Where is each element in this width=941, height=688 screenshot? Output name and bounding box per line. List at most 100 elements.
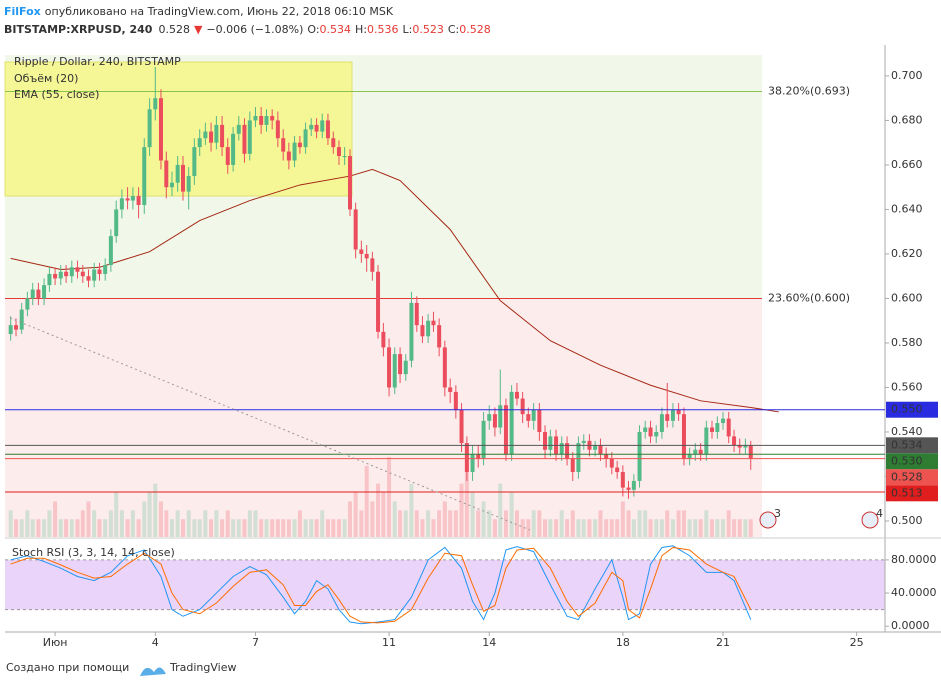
candle-body xyxy=(520,398,525,415)
candle-body xyxy=(69,267,74,277)
volume-bar xyxy=(509,492,514,537)
candle-body xyxy=(409,302,414,361)
ohlc-value: 0.536 xyxy=(367,23,399,36)
volume-bar xyxy=(698,519,703,537)
candle-body xyxy=(47,273,52,286)
volume-bar xyxy=(376,483,381,537)
last-price: 0.528 xyxy=(158,23,190,36)
candle-body xyxy=(631,480,636,490)
volume-bar xyxy=(604,519,609,537)
candle-body xyxy=(565,443,570,459)
volume-bar xyxy=(514,510,519,537)
candle-body xyxy=(403,360,408,375)
author: FilFox xyxy=(4,5,41,18)
y-tick-label: 0.660 xyxy=(891,158,923,171)
candle-body xyxy=(459,409,464,444)
volume-bar xyxy=(209,519,214,537)
candle-body xyxy=(303,129,308,148)
volume-bar xyxy=(359,510,364,537)
volume-bar xyxy=(593,519,598,537)
candle-body xyxy=(464,443,469,473)
candle-body xyxy=(704,427,709,455)
candle-body xyxy=(503,405,508,455)
candle-body xyxy=(153,98,158,110)
candle-body xyxy=(259,115,264,125)
y-tick-label: 0.620 xyxy=(891,247,923,260)
x-tick-label: Июн xyxy=(43,636,68,649)
volume-bar xyxy=(153,483,158,537)
volume-bar xyxy=(637,510,642,537)
chart-title: Ripple / Dollar, 240, BITSTAMP xyxy=(14,55,181,68)
candle-body xyxy=(19,309,24,330)
candle-body xyxy=(437,325,442,348)
footer-brand[interactable]: TradingView xyxy=(169,661,236,674)
volume-bar xyxy=(181,519,186,537)
x-tick-label: 25 xyxy=(850,636,864,649)
brand-logo xyxy=(140,667,166,676)
volume-bar xyxy=(453,510,458,537)
volume-bar xyxy=(576,519,581,537)
y-tick-label: 0.540 xyxy=(891,425,923,438)
volume-bar xyxy=(387,457,392,537)
candle-body xyxy=(209,131,214,143)
candle-body xyxy=(448,387,453,392)
y-tick-label: 0.580 xyxy=(891,336,923,349)
volume-bar xyxy=(464,465,469,537)
event-marker-label[interactable]: 3 xyxy=(774,507,781,520)
symbol-line: BITSTAMP:XRPUSD, 240 0.528 ▼ −0.006 (−1.08%… xyxy=(4,23,491,36)
candle-body xyxy=(108,236,113,266)
volume-bar xyxy=(86,501,91,537)
volume-bar xyxy=(615,519,620,537)
volume-bar xyxy=(247,510,252,537)
volume-bar xyxy=(80,510,85,537)
fib-label: 23.60%(0.600) xyxy=(768,291,850,304)
candle-body xyxy=(431,320,436,326)
ohlc-value: 0.528 xyxy=(459,23,491,36)
ohlc-key: L: xyxy=(403,23,413,36)
volume-bar xyxy=(214,510,219,537)
volume-bar xyxy=(142,501,147,537)
candle-body xyxy=(164,160,169,188)
candle-body xyxy=(275,120,280,139)
event-marker-label[interactable]: 4 xyxy=(876,507,883,520)
candle-body xyxy=(598,445,603,455)
volume-bar xyxy=(743,519,748,537)
candle-body xyxy=(75,267,80,272)
volume-bar xyxy=(543,519,548,537)
candle-body xyxy=(292,142,297,161)
volume-bar xyxy=(670,519,675,537)
volume-bar xyxy=(381,492,386,537)
volume-bar xyxy=(609,519,614,537)
candle-body xyxy=(169,182,174,188)
candle-body xyxy=(721,418,726,424)
candle-body xyxy=(581,440,586,444)
volume-bar xyxy=(631,519,636,537)
candle-body xyxy=(476,454,481,459)
volume-bar xyxy=(225,510,230,537)
volume-bar xyxy=(325,519,330,537)
candle-body xyxy=(743,445,748,448)
change: −0.006 (−1.08%) xyxy=(206,23,303,36)
candle-body xyxy=(14,325,19,330)
candle-body xyxy=(665,414,670,421)
candle-body xyxy=(381,331,386,348)
footer-text: Создано при помощи xyxy=(6,661,129,674)
x-tick-label: 18 xyxy=(616,636,630,649)
volume-bar xyxy=(47,510,52,537)
volume-bar xyxy=(331,519,336,537)
candle-body xyxy=(136,196,141,205)
candle-body xyxy=(498,405,503,428)
candle-body xyxy=(130,196,135,201)
volume-bar xyxy=(192,519,197,537)
candle-body xyxy=(531,409,536,421)
volume-bar xyxy=(659,519,664,537)
y-tick-label: 40.0000 xyxy=(891,586,937,599)
ohlc-key: O: xyxy=(307,23,319,36)
candle-body xyxy=(398,354,403,375)
candle-body xyxy=(53,273,58,279)
volume-bar xyxy=(69,519,74,537)
y-tick-label: 0.640 xyxy=(891,202,923,215)
candle-body xyxy=(737,445,742,448)
x-tick-label: 11 xyxy=(382,636,396,649)
volume-bar xyxy=(164,510,169,537)
